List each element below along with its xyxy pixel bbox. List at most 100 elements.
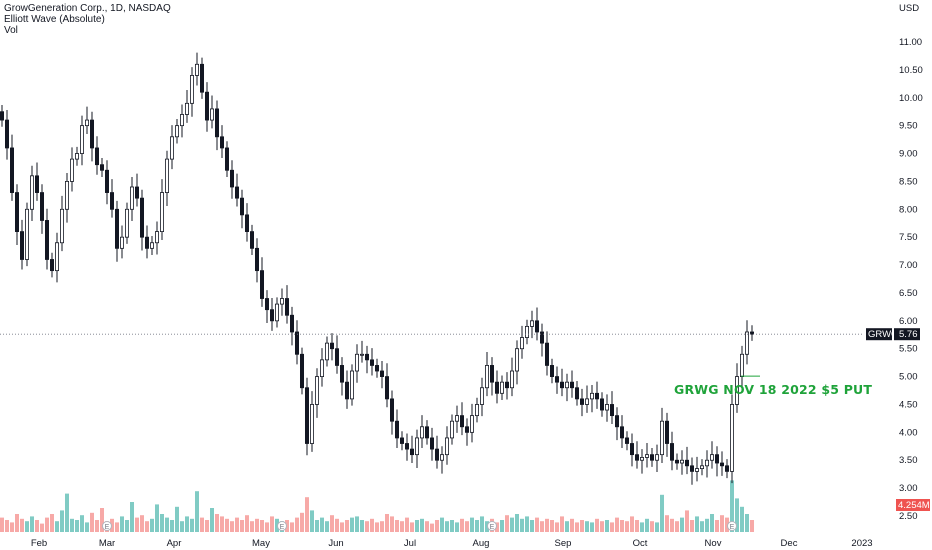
- earnings-marker[interactable]: E: [727, 521, 737, 532]
- volume-bar: [620, 520, 624, 532]
- candle: [399, 431, 404, 451]
- earnings-marker[interactable]: E: [277, 521, 287, 532]
- volume-bar: [485, 521, 489, 532]
- volume-bar: [480, 516, 484, 532]
- chart-title[interactable]: GrowGeneration Corp., 1D, NASDAQ: [4, 3, 171, 14]
- volume-bar: [395, 520, 399, 532]
- volume-bar: [375, 522, 379, 532]
- candle: [610, 391, 615, 424]
- candle: [504, 372, 509, 400]
- volume-bar: [735, 498, 739, 532]
- volume-bar: [75, 520, 79, 532]
- volume-bar: [175, 506, 179, 532]
- candle: [725, 459, 730, 479]
- volume-bar: [470, 517, 474, 532]
- candle: [675, 453, 680, 470]
- volume-bar: [700, 521, 704, 532]
- candle: [75, 146, 80, 166]
- candle: [254, 238, 259, 283]
- volume-bar: [430, 523, 434, 532]
- volume-bar: [300, 512, 304, 532]
- volume-bar: [110, 518, 114, 532]
- candle: [259, 257, 264, 307]
- annotation-group: GRWG NOV 18 2022 $5 PUT: [674, 375, 872, 397]
- volume-bar: [45, 517, 49, 532]
- candle: [540, 323, 545, 357]
- candle: [750, 325, 755, 341]
- candle: [95, 136, 100, 175]
- candle: [494, 370, 499, 404]
- volume-bar: [660, 494, 664, 532]
- annotation-text[interactable]: GRWG NOV 18 2022 $5 PUT: [674, 382, 872, 397]
- indicator-elliott-wave[interactable]: Elliott Wave (Absolute): [4, 14, 105, 25]
- volume-bar: [545, 518, 549, 532]
- price-axis: 2.50 3.00 3.50 4.00 4.50 5.00 5.50 6.00 6.50 7.00…: [899, 37, 923, 522]
- volume-bar: [240, 520, 244, 532]
- volume-bar: [40, 523, 44, 532]
- candle: [630, 433, 635, 467]
- volume-bar: [705, 518, 709, 532]
- volume-bar: [205, 520, 209, 532]
- volume-bar: [65, 493, 69, 532]
- candle: [469, 403, 474, 443]
- candle: [590, 384, 595, 413]
- volume-bar: [335, 518, 339, 532]
- candle: [194, 52, 199, 86]
- volume-bar: [155, 504, 159, 532]
- candle: [690, 457, 695, 485]
- volume-bar: [95, 520, 99, 532]
- volume-bar: [220, 516, 224, 532]
- last-price-value: 5.76: [899, 329, 918, 340]
- candle: [144, 225, 149, 259]
- volume-bar: [550, 520, 554, 532]
- candle: [244, 203, 249, 242]
- candle: [334, 335, 339, 374]
- volume-bar: [255, 518, 259, 532]
- volume-bar: [505, 515, 509, 532]
- volume-bar: [670, 518, 674, 532]
- candle: [164, 150, 169, 206]
- volume-bar: [245, 515, 249, 532]
- candle: [434, 435, 439, 469]
- volume-bar: [115, 522, 119, 532]
- volume-bar: [125, 520, 129, 532]
- candle: [489, 357, 494, 396]
- candle: [685, 446, 690, 475]
- volume-bar: [435, 520, 439, 532]
- volume-bar: [230, 521, 234, 532]
- candle: [454, 405, 459, 433]
- time-tick-label: Oct: [633, 538, 648, 549]
- candle: [369, 348, 374, 376]
- volume-bar: [235, 517, 239, 532]
- candle: [159, 179, 164, 240]
- volume-bar: [405, 517, 409, 532]
- volume-bar: [60, 510, 64, 532]
- volume-bar: [625, 521, 629, 532]
- price-tick-label: 6.00: [899, 316, 918, 327]
- candle: [264, 290, 269, 324]
- price-tick-label: 8.00: [899, 204, 918, 215]
- volume-bar: [70, 518, 74, 532]
- indicator-volume[interactable]: Vol: [4, 25, 18, 36]
- volume-bar: [510, 517, 514, 532]
- volume-bar: [120, 516, 124, 532]
- volume-bar: [100, 508, 104, 532]
- candle: [535, 307, 540, 341]
- candle: [60, 195, 65, 252]
- volume-bar: [10, 522, 14, 532]
- candle: [199, 57, 204, 99]
- volume-bar: [425, 521, 429, 532]
- earnings-marker[interactable]: E: [487, 521, 497, 532]
- candle: [429, 427, 434, 461]
- volume-bar: [495, 522, 499, 532]
- volume-bar: [15, 514, 19, 532]
- volume-bar: [525, 516, 529, 532]
- candle: [5, 110, 10, 160]
- candle: [120, 225, 125, 259]
- volume-bar: [260, 520, 264, 532]
- volume-bar: [500, 520, 504, 532]
- volume-bar: [445, 521, 449, 532]
- volume-bar: [560, 516, 564, 532]
- earnings-marker[interactable]: E: [102, 521, 112, 532]
